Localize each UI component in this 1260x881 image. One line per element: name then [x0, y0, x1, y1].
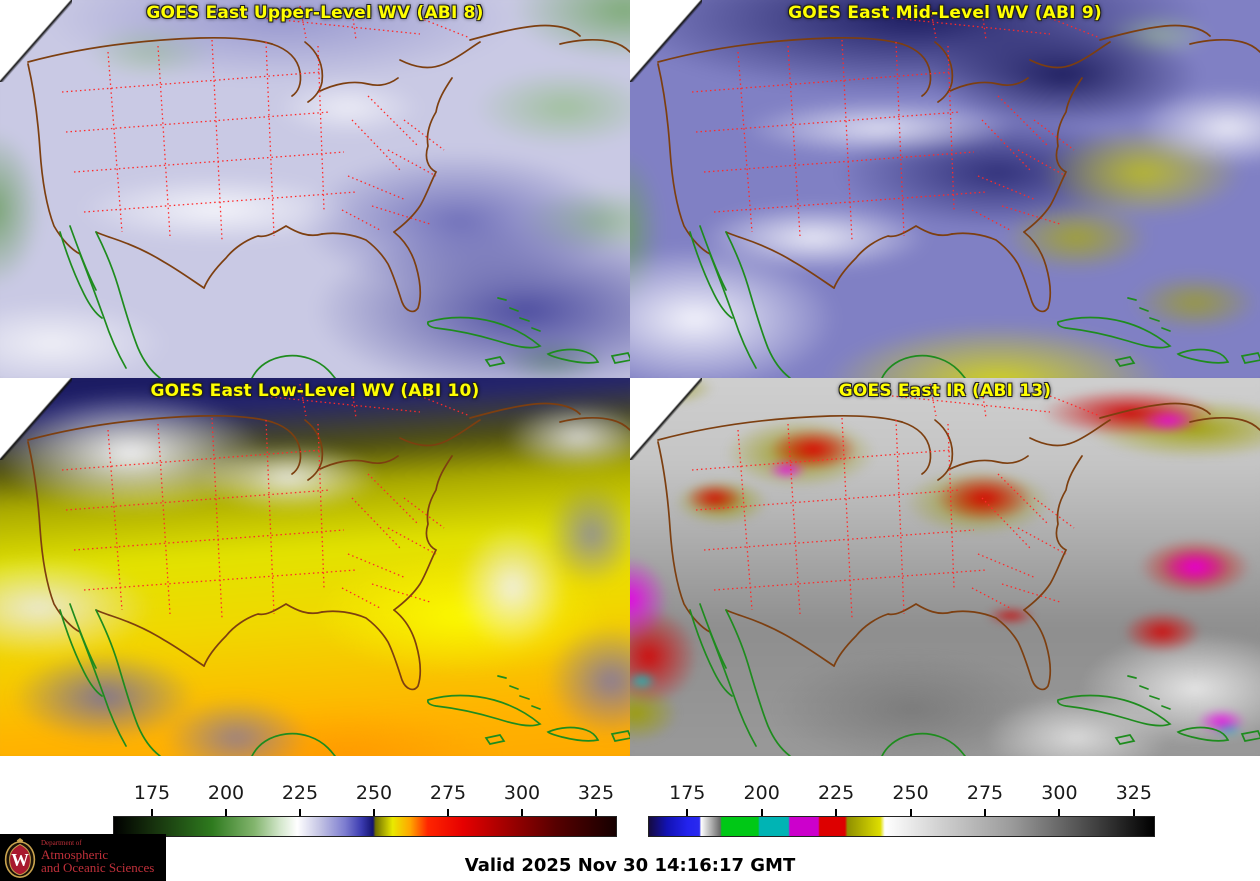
space-limb-wedge	[0, 378, 72, 460]
valid-time-label: Valid 2025 Nov 30 14:16:17 GMT	[464, 855, 796, 876]
ir-tick-label: 275	[966, 782, 1004, 804]
panel-low-level-wv-abi10: GOES East Low-Level WV (ABI 10)	[0, 378, 630, 756]
tick-mark	[224, 809, 227, 816]
map-overlay	[27, 5, 630, 378]
logo-name-line1: Atmospheric	[41, 846, 109, 862]
ir-enhancement-layer	[630, 378, 1260, 756]
panel-mid-level-wv-abi9: GOES East Mid-Level WV (ABI 9)	[630, 0, 1260, 378]
wv-colorbar-gradient	[113, 816, 617, 837]
tick-mark	[1132, 809, 1135, 816]
panel-title-abi8: GOES East Upper-Level WV (ABI 8)	[146, 3, 484, 23]
tick-mark	[298, 809, 301, 816]
wv-tick-label: 300	[503, 782, 541, 804]
panel-title-abi10: GOES East Low-Level WV (ABI 10)	[150, 381, 480, 401]
panel-upper-level-wv-abi8: GOES East Upper-Level WV (ABI 8)	[0, 0, 630, 378]
panel-title-abi13: GOES East IR (ABI 13)	[838, 381, 1052, 401]
logo-name-line2: and Oceanic Sciences	[41, 860, 155, 876]
logo-text: Department of Atmospheric and Oceanic Sc…	[41, 839, 155, 876]
uw-aos-logo: W Department of Atmospheric and Oceanic …	[0, 834, 166, 881]
tick-mark	[151, 809, 153, 816]
wv-mid-imagery	[630, 0, 1260, 378]
wv-tick-label: 325	[577, 782, 615, 804]
ir-tick-label: 300	[1041, 782, 1078, 804]
wv-upper-imagery	[0, 0, 630, 378]
map-overlay	[27, 383, 630, 756]
ir-tick-label: 175	[669, 782, 706, 804]
ir-colorbar: 175 200 225 250 275 300 325	[648, 782, 1155, 842]
map-overlay	[657, 383, 1260, 756]
wv-tick-label: 175	[133, 782, 171, 804]
panel-title-abi9: GOES East Mid-Level WV (ABI 9)	[788, 3, 1102, 23]
space-limb-wedge	[630, 378, 702, 460]
wv-tick-label: 225	[281, 782, 319, 804]
ir-tick-label: 225	[817, 782, 855, 804]
svg-text:W: W	[11, 850, 29, 870]
tick-mark	[686, 809, 689, 816]
ir-tick-label: 200	[743, 782, 780, 804]
wv-colorbar: 175 200 225 250 275 300 325	[113, 782, 617, 842]
tick-mark	[984, 809, 986, 816]
tick-mark	[909, 809, 912, 816]
ir-tick-label: 325	[1115, 782, 1152, 804]
logo-dept-line: Department of	[41, 839, 82, 848]
wv-tick-label: 200	[207, 782, 245, 804]
ir-colorbar-gradient	[648, 816, 1155, 837]
tick-mark	[373, 809, 376, 816]
wv-tick-label: 275	[429, 782, 467, 804]
uw-crest-icon: W	[4, 837, 36, 878]
tick-mark	[594, 809, 597, 816]
wv-tick-label: 250	[355, 782, 393, 804]
map-overlay	[657, 5, 1260, 378]
ir-tick-label: 250	[892, 782, 929, 804]
cloud-field-layer	[0, 378, 630, 756]
tick-mark	[447, 809, 449, 816]
tick-mark	[760, 809, 763, 816]
tick-mark	[1058, 809, 1061, 816]
panel-ir-abi13: GOES East IR (ABI 13)	[630, 378, 1260, 756]
space-limb-wedge	[0, 0, 72, 82]
space-limb-wedge	[630, 0, 702, 82]
tick-mark	[520, 809, 523, 816]
tick-mark	[835, 809, 838, 816]
footer-strip: 175 200 225 250 275 300 325 175 200 225 …	[0, 756, 1260, 881]
